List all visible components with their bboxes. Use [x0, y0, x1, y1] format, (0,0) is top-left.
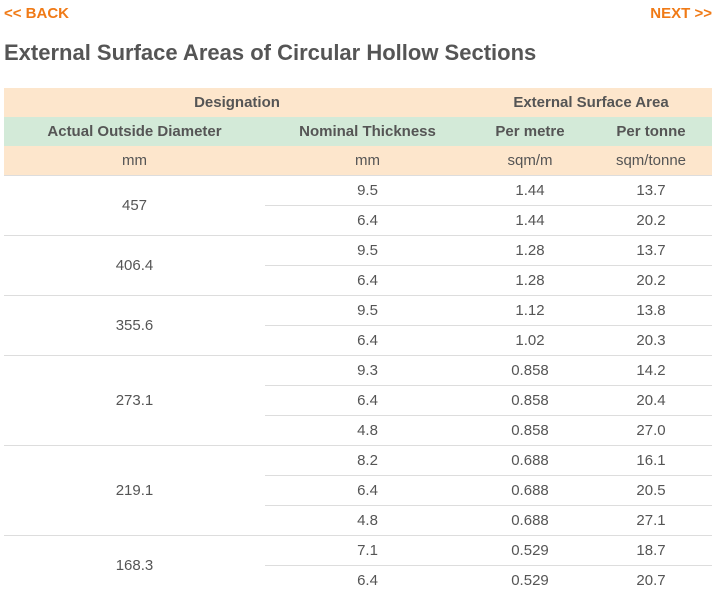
column-header: Actual Outside Diameter	[4, 117, 265, 146]
table-row: 6.4 0.529 20.7	[4, 565, 712, 595]
value-cell: 27.0	[590, 415, 712, 446]
value-cell: 4.8	[265, 505, 470, 536]
value-cell: 27.1	[590, 505, 712, 536]
value-cell: 1.28	[470, 265, 590, 296]
group-header: Designation	[4, 88, 470, 117]
unit-cell: sqm/m	[470, 146, 590, 176]
unit-cell: mm	[4, 146, 265, 176]
value-cell: 7.1	[265, 535, 470, 566]
table-row: 406.4 9.5 1.28 13.7	[4, 235, 712, 296]
value-cell: 1.44	[470, 175, 590, 206]
value-cell: 20.4	[590, 385, 712, 416]
value-cell: 20.7	[590, 565, 712, 595]
value-cell: 6.4	[265, 205, 470, 236]
value-cell: 8.2	[265, 445, 470, 476]
value-cell: 0.858	[470, 385, 590, 416]
table-row: 6.4 1.44 20.2	[4, 205, 712, 236]
table-row: Designation External Surface Area	[4, 88, 712, 117]
table-row: 6.4 0.688 20.5	[4, 475, 712, 506]
column-header: Per tonne	[590, 117, 712, 146]
table-row: mm mm sqm/m sqm/tonne	[4, 146, 712, 176]
value-cell: 9.5	[265, 235, 470, 266]
value-cell: 0.688	[470, 505, 590, 536]
value-cell: 1.12	[470, 295, 590, 326]
value-cell: 20.3	[590, 325, 712, 356]
next-link[interactable]: NEXT >>	[650, 5, 712, 22]
value-cell: 6.4	[265, 265, 470, 296]
diameter-cell: 457	[4, 175, 265, 236]
value-cell: 14.2	[590, 355, 712, 386]
value-cell: 9.5	[265, 175, 470, 206]
diameter-cell: 168.3	[4, 535, 265, 595]
value-cell: 0.858	[470, 355, 590, 386]
page-title: External Surface Areas of Circular Hollo…	[4, 40, 537, 65]
value-cell: 1.28	[470, 235, 590, 266]
value-cell: 0.688	[470, 475, 590, 506]
value-cell: 20.2	[590, 265, 712, 296]
table-row: 219.1 8.2 0.688 16.1	[4, 445, 712, 536]
diameter-cell: 219.1	[4, 445, 265, 536]
table-row: 6.4 0.858 20.4	[4, 385, 712, 416]
group-header: External Surface Area	[470, 88, 712, 117]
value-cell: 4.8	[265, 415, 470, 446]
value-cell: 13.8	[590, 295, 712, 326]
value-cell: 18.7	[590, 535, 712, 566]
column-header: Per metre	[470, 117, 590, 146]
value-cell: 16.1	[590, 445, 712, 476]
table-row: 6.4 1.28 20.2	[4, 265, 712, 296]
value-cell: 0.858	[470, 415, 590, 446]
table-row: 355.6 9.5 1.12 13.8	[4, 295, 712, 356]
table-row: 6.4 1.02 20.3	[4, 325, 712, 356]
value-cell: 1.02	[470, 325, 590, 356]
column-header: Nominal Thickness	[265, 117, 470, 146]
table-row: 4.8 0.688 27.1	[4, 505, 712, 536]
surface-area-table: Designation External Surface Area Actual O…	[4, 88, 712, 595]
value-cell: 6.4	[265, 385, 470, 416]
value-cell: 6.4	[265, 565, 470, 595]
diameter-cell: 273.1	[4, 355, 265, 446]
value-cell: 0.688	[470, 445, 590, 476]
value-cell: 9.5	[265, 295, 470, 326]
value-cell: 6.4	[265, 325, 470, 356]
table-row: 273.1 9.3 0.858 14.2	[4, 355, 712, 446]
value-cell: 20.5	[590, 475, 712, 506]
value-cell: 9.3	[265, 355, 470, 386]
table-row: 457 9.5 1.44 13.7	[4, 175, 712, 236]
value-cell: 13.7	[590, 175, 712, 206]
diameter-cell: 406.4	[4, 235, 265, 296]
table-row: 168.3 7.1 0.529 18.7	[4, 535, 712, 595]
value-cell: 0.529	[470, 535, 590, 566]
value-cell: 20.2	[590, 205, 712, 236]
value-cell: 1.44	[470, 205, 590, 236]
back-link[interactable]: << BACK	[4, 5, 70, 22]
unit-cell: sqm/tonne	[590, 146, 712, 176]
value-cell: 13.7	[590, 235, 712, 266]
value-cell: 6.4	[265, 475, 470, 506]
table-row: 4.8 0.858 27.0	[4, 415, 712, 446]
value-cell: 0.529	[470, 565, 590, 595]
table-row: Actual Outside Diameter Nominal Thickness…	[4, 117, 712, 146]
diameter-cell: 355.6	[4, 295, 265, 356]
unit-cell: mm	[265, 146, 470, 176]
